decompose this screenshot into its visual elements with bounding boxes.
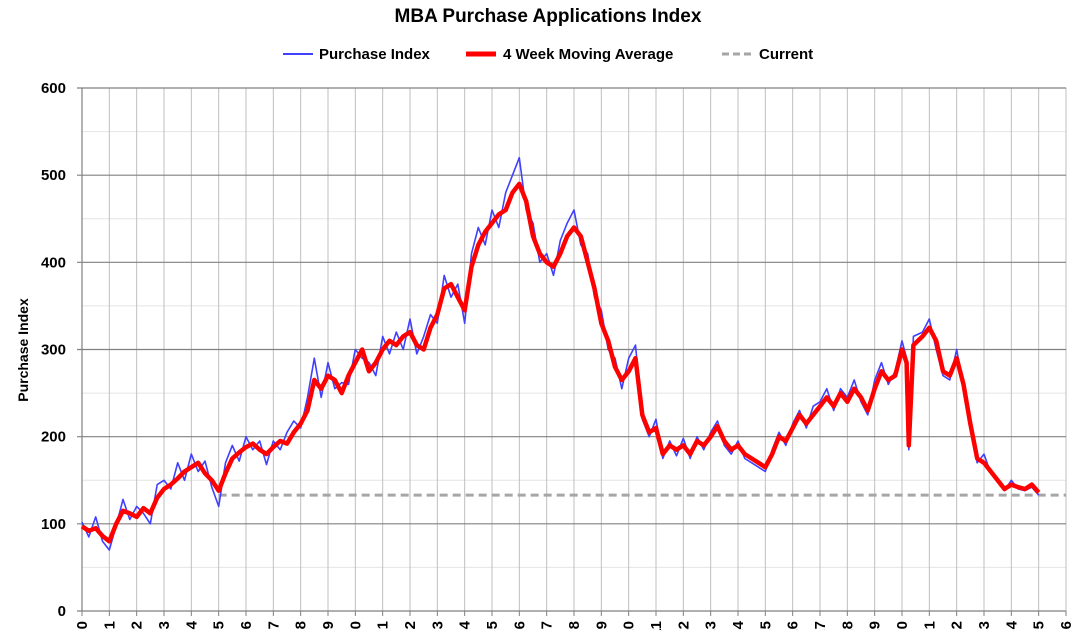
x-tick-label: 2000	[347, 621, 364, 630]
y-tick-label: 200	[41, 429, 66, 446]
legend-label-current: Current	[759, 46, 813, 63]
legend: Purchase Index 4 Week Moving Average Cur…	[283, 46, 813, 63]
x-tick-label: 1999	[320, 621, 337, 630]
x-tick-label: 2021	[921, 621, 938, 630]
x-axis-ticks: 1990 1991 1992 1993 1994 1995 1996 1997 1998 1999…	[74, 611, 1075, 630]
y-tick-label: 0	[58, 603, 66, 620]
x-tick-label: 2018	[839, 621, 856, 630]
x-tick-label: 1992	[129, 621, 146, 630]
x-tick-label: 2025	[1031, 621, 1048, 630]
y-tick-label: 100	[41, 516, 66, 533]
x-tick-label: 2002	[402, 621, 419, 630]
x-tick-label: 2006	[511, 621, 528, 630]
gridlines	[77, 87, 1067, 612]
x-tick-label: 2004	[457, 620, 474, 630]
x-tick-label: 2022	[949, 621, 966, 630]
chart-title: MBA Purchase Applications Index	[395, 6, 702, 27]
x-tick-label: 2020	[894, 621, 911, 630]
x-tick-label: 1996	[238, 621, 255, 630]
legend-item-current: Current	[722, 46, 813, 63]
x-tick-label: 2012	[675, 621, 692, 630]
legend-label-moving-average: 4 Week Moving Average	[503, 46, 673, 63]
y-tick-label: 400	[41, 254, 66, 271]
x-tick-label: 2023	[976, 621, 993, 630]
x-tick-label: 2026	[1058, 621, 1075, 630]
x-tick-label: 2008	[566, 621, 583, 630]
y-tick-label: 500	[41, 167, 66, 184]
y-axis-label: Purchase Index	[15, 298, 31, 402]
x-tick-label: 2010	[621, 621, 638, 630]
x-tick-label: 2005	[484, 621, 501, 630]
moving-average-line	[80, 181, 1041, 544]
legend-item-purchase-index: Purchase Index	[283, 46, 431, 63]
x-tick-label: 2011	[648, 621, 665, 630]
x-tick-label: 2017	[812, 621, 829, 630]
x-tick-label: 1990	[74, 621, 91, 630]
purchase-index-line	[81, 156, 1040, 551]
y-axis-ticks: 0 100 200 300 400 500 600	[41, 80, 66, 620]
x-tick-label: 1997	[265, 621, 282, 630]
legend-label-purchase-index: Purchase Index	[319, 46, 431, 63]
x-tick-label: 2001	[375, 621, 392, 630]
x-tick-label: 1991	[101, 621, 118, 630]
x-tick-label: 2016	[785, 621, 802, 630]
y-tick-label: 600	[41, 80, 66, 97]
x-tick-label: 2024	[1003, 620, 1020, 630]
x-tick-label: 2009	[593, 621, 610, 630]
x-tick-label: 2007	[539, 621, 556, 630]
x-tick-label: 1998	[293, 621, 310, 630]
x-tick-label: 2019	[867, 621, 884, 630]
legend-item-moving-average: 4 Week Moving Average	[466, 46, 673, 63]
x-tick-label: 2013	[703, 621, 720, 630]
x-tick-label: 1995	[211, 621, 228, 630]
y-tick-label: 300	[41, 342, 66, 359]
x-tick-label: 2015	[757, 621, 774, 630]
x-tick-label: 1994	[183, 620, 200, 630]
x-tick-label: 1993	[156, 621, 173, 630]
x-tick-label: 2014	[730, 620, 747, 630]
plot-area	[80, 156, 1066, 551]
